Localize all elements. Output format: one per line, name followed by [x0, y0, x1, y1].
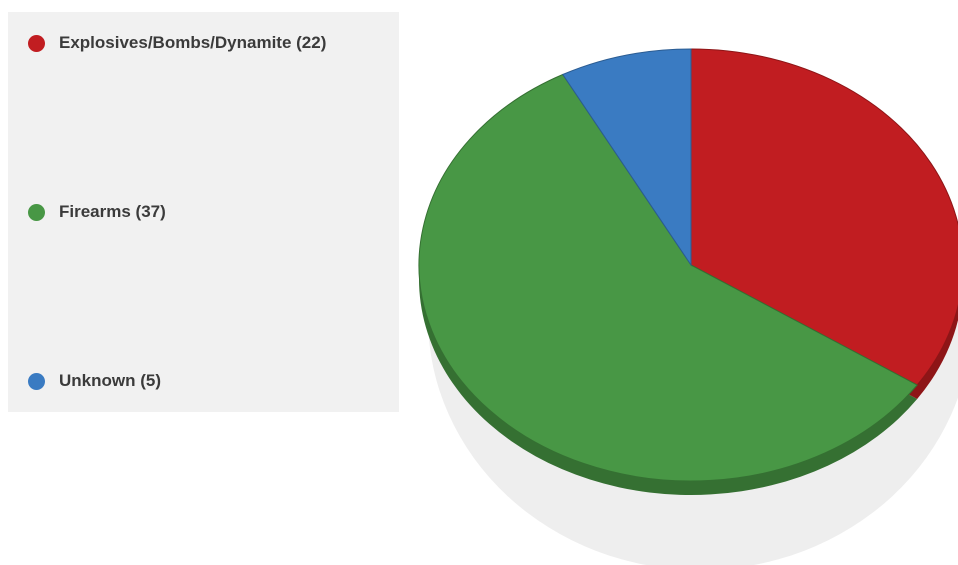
legend-item-explosives[interactable]: Explosives/Bombs/Dynamite (22) — [28, 32, 326, 54]
legend-label-explosives: Explosives/Bombs/Dynamite (22) — [59, 33, 327, 52]
legend-marker-unknown — [28, 372, 45, 390]
pie-slice-firearms[interactable] — [418, 73, 918, 482]
legend-marker-firearms — [28, 203, 45, 221]
pie-slice-unknown[interactable] — [562, 48, 692, 267]
legend-item-unknown[interactable]: Unknown (5) — [28, 370, 161, 392]
legend-item-firearms[interactable]: Firearms (37) — [28, 201, 166, 223]
legend-label-firearms: Firearms (37) — [59, 202, 166, 221]
pie-slice-explosives[interactable] — [690, 48, 958, 386]
legend-label-unknown: Unknown (5) — [59, 371, 161, 390]
legend-marker-explosives — [28, 34, 45, 52]
legend-panel: Explosives/Bombs/Dynamite (22) Firearms … — [8, 12, 399, 412]
pie-slices — [418, 48, 958, 482]
